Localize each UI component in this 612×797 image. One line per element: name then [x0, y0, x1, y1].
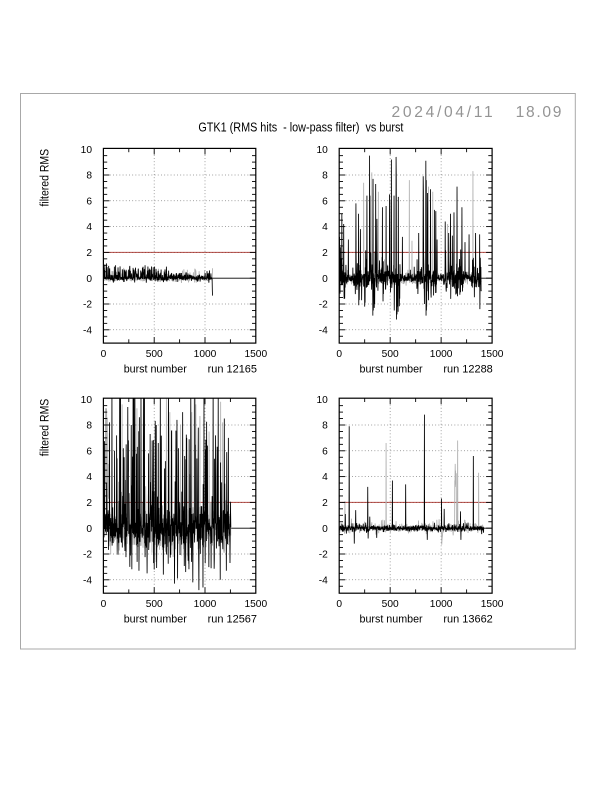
svg-text:1500: 1500 — [481, 349, 504, 360]
svg-text:run 12288: run 12288 — [443, 364, 492, 376]
svg-text:0: 0 — [101, 599, 107, 610]
svg-text:4: 4 — [322, 222, 328, 233]
svg-text:6: 6 — [86, 196, 92, 207]
svg-text:-4: -4 — [83, 325, 92, 336]
svg-text:0: 0 — [322, 524, 328, 535]
svg-text:2: 2 — [86, 248, 92, 259]
svg-text:10: 10 — [316, 145, 328, 156]
svg-text:-4: -4 — [83, 575, 92, 586]
svg-text:run 13662: run 13662 — [443, 614, 492, 626]
svg-text:GTK1 (RMS hits - low-pass fil: GTK1 (RMS hits - low-pass filter) vs bur… — [198, 119, 403, 134]
svg-text:500: 500 — [146, 349, 163, 360]
svg-text:0: 0 — [86, 274, 92, 285]
svg-text:10: 10 — [316, 395, 328, 406]
svg-text:500: 500 — [146, 599, 163, 610]
svg-text:burst number: burst number — [124, 614, 187, 626]
svg-text:1500: 1500 — [244, 599, 267, 610]
svg-text:6: 6 — [322, 196, 328, 207]
svg-text:4: 4 — [86, 472, 92, 483]
svg-text:-4: -4 — [319, 575, 328, 586]
svg-text:filtered RMS: filtered RMS — [40, 398, 52, 456]
svg-text:0: 0 — [336, 599, 342, 610]
svg-text:10: 10 — [81, 395, 93, 406]
svg-text:8: 8 — [86, 171, 92, 182]
svg-text:burst number: burst number — [360, 614, 423, 626]
svg-text:2: 2 — [86, 498, 92, 509]
svg-text:1000: 1000 — [194, 349, 217, 360]
svg-text:500: 500 — [382, 599, 399, 610]
svg-text:burst number: burst number — [360, 364, 423, 376]
svg-text:0: 0 — [101, 349, 107, 360]
svg-text:run 12567: run 12567 — [208, 614, 257, 626]
svg-text:1000: 1000 — [430, 349, 453, 360]
svg-text:1500: 1500 — [244, 349, 267, 360]
svg-text:-4: -4 — [319, 325, 328, 336]
svg-text:8: 8 — [86, 421, 92, 432]
svg-text:18.09: 18.09 — [516, 104, 562, 121]
svg-text:-2: -2 — [83, 550, 92, 561]
svg-text:10: 10 — [81, 145, 93, 156]
svg-text:2: 2 — [322, 248, 328, 259]
svg-text:2: 2 — [322, 498, 328, 509]
svg-text:-2: -2 — [83, 300, 92, 311]
svg-text:4: 4 — [322, 472, 328, 483]
svg-text:8: 8 — [322, 171, 328, 182]
svg-text:4: 4 — [86, 222, 92, 233]
svg-text:1000: 1000 — [194, 599, 217, 610]
svg-text:0: 0 — [336, 349, 342, 360]
svg-text:run 12165: run 12165 — [208, 364, 257, 376]
svg-text:500: 500 — [382, 349, 399, 360]
svg-text:8: 8 — [322, 421, 328, 432]
svg-text:0: 0 — [86, 524, 92, 535]
svg-text:burst number: burst number — [124, 364, 187, 376]
svg-text:6: 6 — [322, 446, 328, 457]
svg-text:filtered RMS: filtered RMS — [40, 149, 52, 207]
svg-text:0: 0 — [322, 274, 328, 285]
svg-text:1000: 1000 — [430, 599, 453, 610]
svg-text:1500: 1500 — [481, 599, 504, 610]
svg-text:6: 6 — [86, 446, 92, 457]
svg-text:-2: -2 — [319, 550, 328, 561]
svg-text:-2: -2 — [319, 300, 328, 311]
